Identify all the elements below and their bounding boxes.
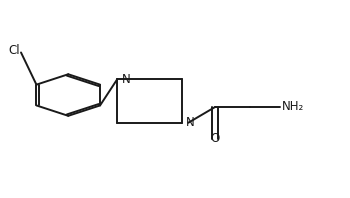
Text: NH₂: NH₂ [282,100,304,113]
Text: Cl: Cl [9,44,20,57]
Text: N: N [121,73,130,86]
Text: O: O [211,131,220,145]
Text: N: N [186,116,195,129]
